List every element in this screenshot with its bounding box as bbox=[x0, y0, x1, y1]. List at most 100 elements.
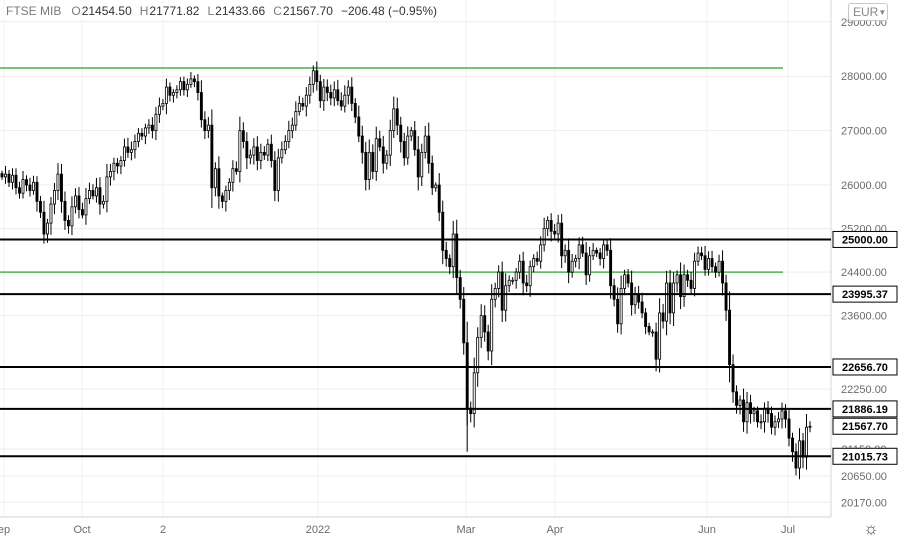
candle-body bbox=[294, 111, 298, 126]
candle-body bbox=[94, 187, 98, 197]
candle-body bbox=[696, 252, 700, 262]
low-label: L bbox=[207, 4, 215, 18]
candle-body bbox=[595, 249, 599, 254]
candle-body bbox=[175, 89, 179, 93]
x-tick-label: Oct bbox=[73, 524, 90, 536]
candle-body bbox=[301, 103, 305, 107]
candle-body bbox=[108, 171, 112, 178]
candle-body bbox=[18, 187, 21, 194]
price-level-label-box bbox=[832, 285, 898, 303]
candle-body bbox=[343, 94, 347, 107]
candle-body bbox=[451, 233, 455, 268]
candle-body bbox=[105, 176, 109, 202]
candle-body bbox=[577, 244, 581, 259]
candle-body bbox=[402, 141, 406, 159]
candle-body bbox=[549, 220, 553, 232]
candle-body bbox=[325, 86, 329, 93]
candle-body bbox=[546, 220, 550, 229]
candle-body bbox=[21, 179, 25, 194]
candle-body bbox=[665, 282, 669, 322]
candle-body bbox=[353, 103, 357, 118]
candle-body bbox=[689, 279, 693, 289]
candle-body bbox=[539, 244, 543, 262]
candle-body bbox=[91, 190, 95, 197]
candle-body bbox=[81, 209, 84, 216]
currency-select[interactable]: EUR ▼ bbox=[848, 3, 888, 21]
candle-body bbox=[609, 249, 613, 287]
candle-body bbox=[101, 200, 105, 205]
candle-body bbox=[444, 249, 448, 259]
candle-body bbox=[308, 83, 312, 96]
candle-body bbox=[525, 282, 529, 287]
candle-body bbox=[350, 86, 354, 104]
candle-body bbox=[280, 149, 284, 159]
candle-body bbox=[710, 258, 714, 268]
candle-body bbox=[682, 274, 686, 297]
y-tick-label: 27000.00 bbox=[841, 126, 887, 138]
x-tick-label: Jul bbox=[781, 524, 795, 536]
candle-body bbox=[605, 244, 609, 251]
candle-body bbox=[416, 149, 420, 178]
candle-body bbox=[311, 70, 315, 85]
candle-body bbox=[518, 260, 522, 273]
candle-body bbox=[133, 141, 137, 151]
candle-body bbox=[528, 266, 532, 287]
candle-body bbox=[392, 108, 396, 132]
candle-body bbox=[801, 440, 805, 458]
candle-body bbox=[808, 425, 812, 428]
candle-body bbox=[32, 181, 35, 191]
candle-body bbox=[140, 132, 144, 137]
candle-body bbox=[476, 337, 480, 374]
candle-body bbox=[7, 173, 11, 183]
candle-body bbox=[115, 162, 119, 167]
candle-body bbox=[84, 198, 88, 216]
candle-body bbox=[252, 146, 256, 156]
candle-body bbox=[388, 130, 392, 156]
candle-body bbox=[570, 260, 574, 273]
candle-body bbox=[591, 249, 595, 257]
candle-body bbox=[67, 220, 70, 227]
candle-body bbox=[25, 179, 28, 186]
gear-icon[interactable]: ☼ bbox=[863, 519, 879, 538]
candle-body bbox=[227, 181, 231, 191]
candle-body bbox=[668, 282, 672, 314]
candle-body bbox=[42, 211, 46, 235]
y-tick-label: 28000.00 bbox=[841, 71, 887, 83]
candle-body bbox=[773, 421, 777, 428]
candle-body bbox=[721, 260, 725, 284]
symbol-label: FTSE MIB bbox=[6, 4, 62, 18]
candle-body bbox=[486, 331, 490, 352]
candle-body bbox=[731, 364, 735, 393]
candle-body bbox=[385, 154, 389, 164]
price-level-label-box bbox=[832, 358, 898, 376]
candle-body bbox=[763, 407, 766, 423]
candle-body bbox=[640, 301, 644, 314]
candle-body bbox=[122, 146, 126, 161]
x-tick-label: 2022 bbox=[306, 524, 330, 536]
candle-body bbox=[234, 168, 238, 172]
candle-body bbox=[756, 410, 759, 423]
price-level-label: 21015.73 bbox=[842, 451, 888, 463]
candle-body bbox=[462, 298, 466, 344]
candle-body bbox=[87, 190, 91, 200]
ohlc-readout: FTSE MIB O21454.50 H21771.82 L21433.66 C2156… bbox=[4, 3, 441, 19]
y-tick-label: 26000.00 bbox=[841, 180, 887, 192]
candle-body bbox=[441, 211, 445, 251]
candle-body bbox=[420, 151, 424, 178]
candle-body bbox=[612, 285, 616, 300]
candle-body bbox=[11, 174, 14, 183]
candle-body bbox=[70, 206, 74, 227]
candle-body bbox=[633, 293, 637, 306]
candle-body bbox=[35, 181, 39, 202]
candle-body bbox=[154, 113, 158, 132]
candle-body bbox=[143, 127, 147, 137]
candle-body bbox=[780, 410, 784, 420]
x-tick-label: Mar bbox=[457, 524, 476, 536]
candle-body bbox=[60, 173, 63, 202]
candle-body bbox=[738, 399, 742, 406]
candle-body bbox=[654, 331, 658, 360]
candle-body bbox=[178, 81, 182, 91]
candle-body bbox=[206, 124, 210, 132]
